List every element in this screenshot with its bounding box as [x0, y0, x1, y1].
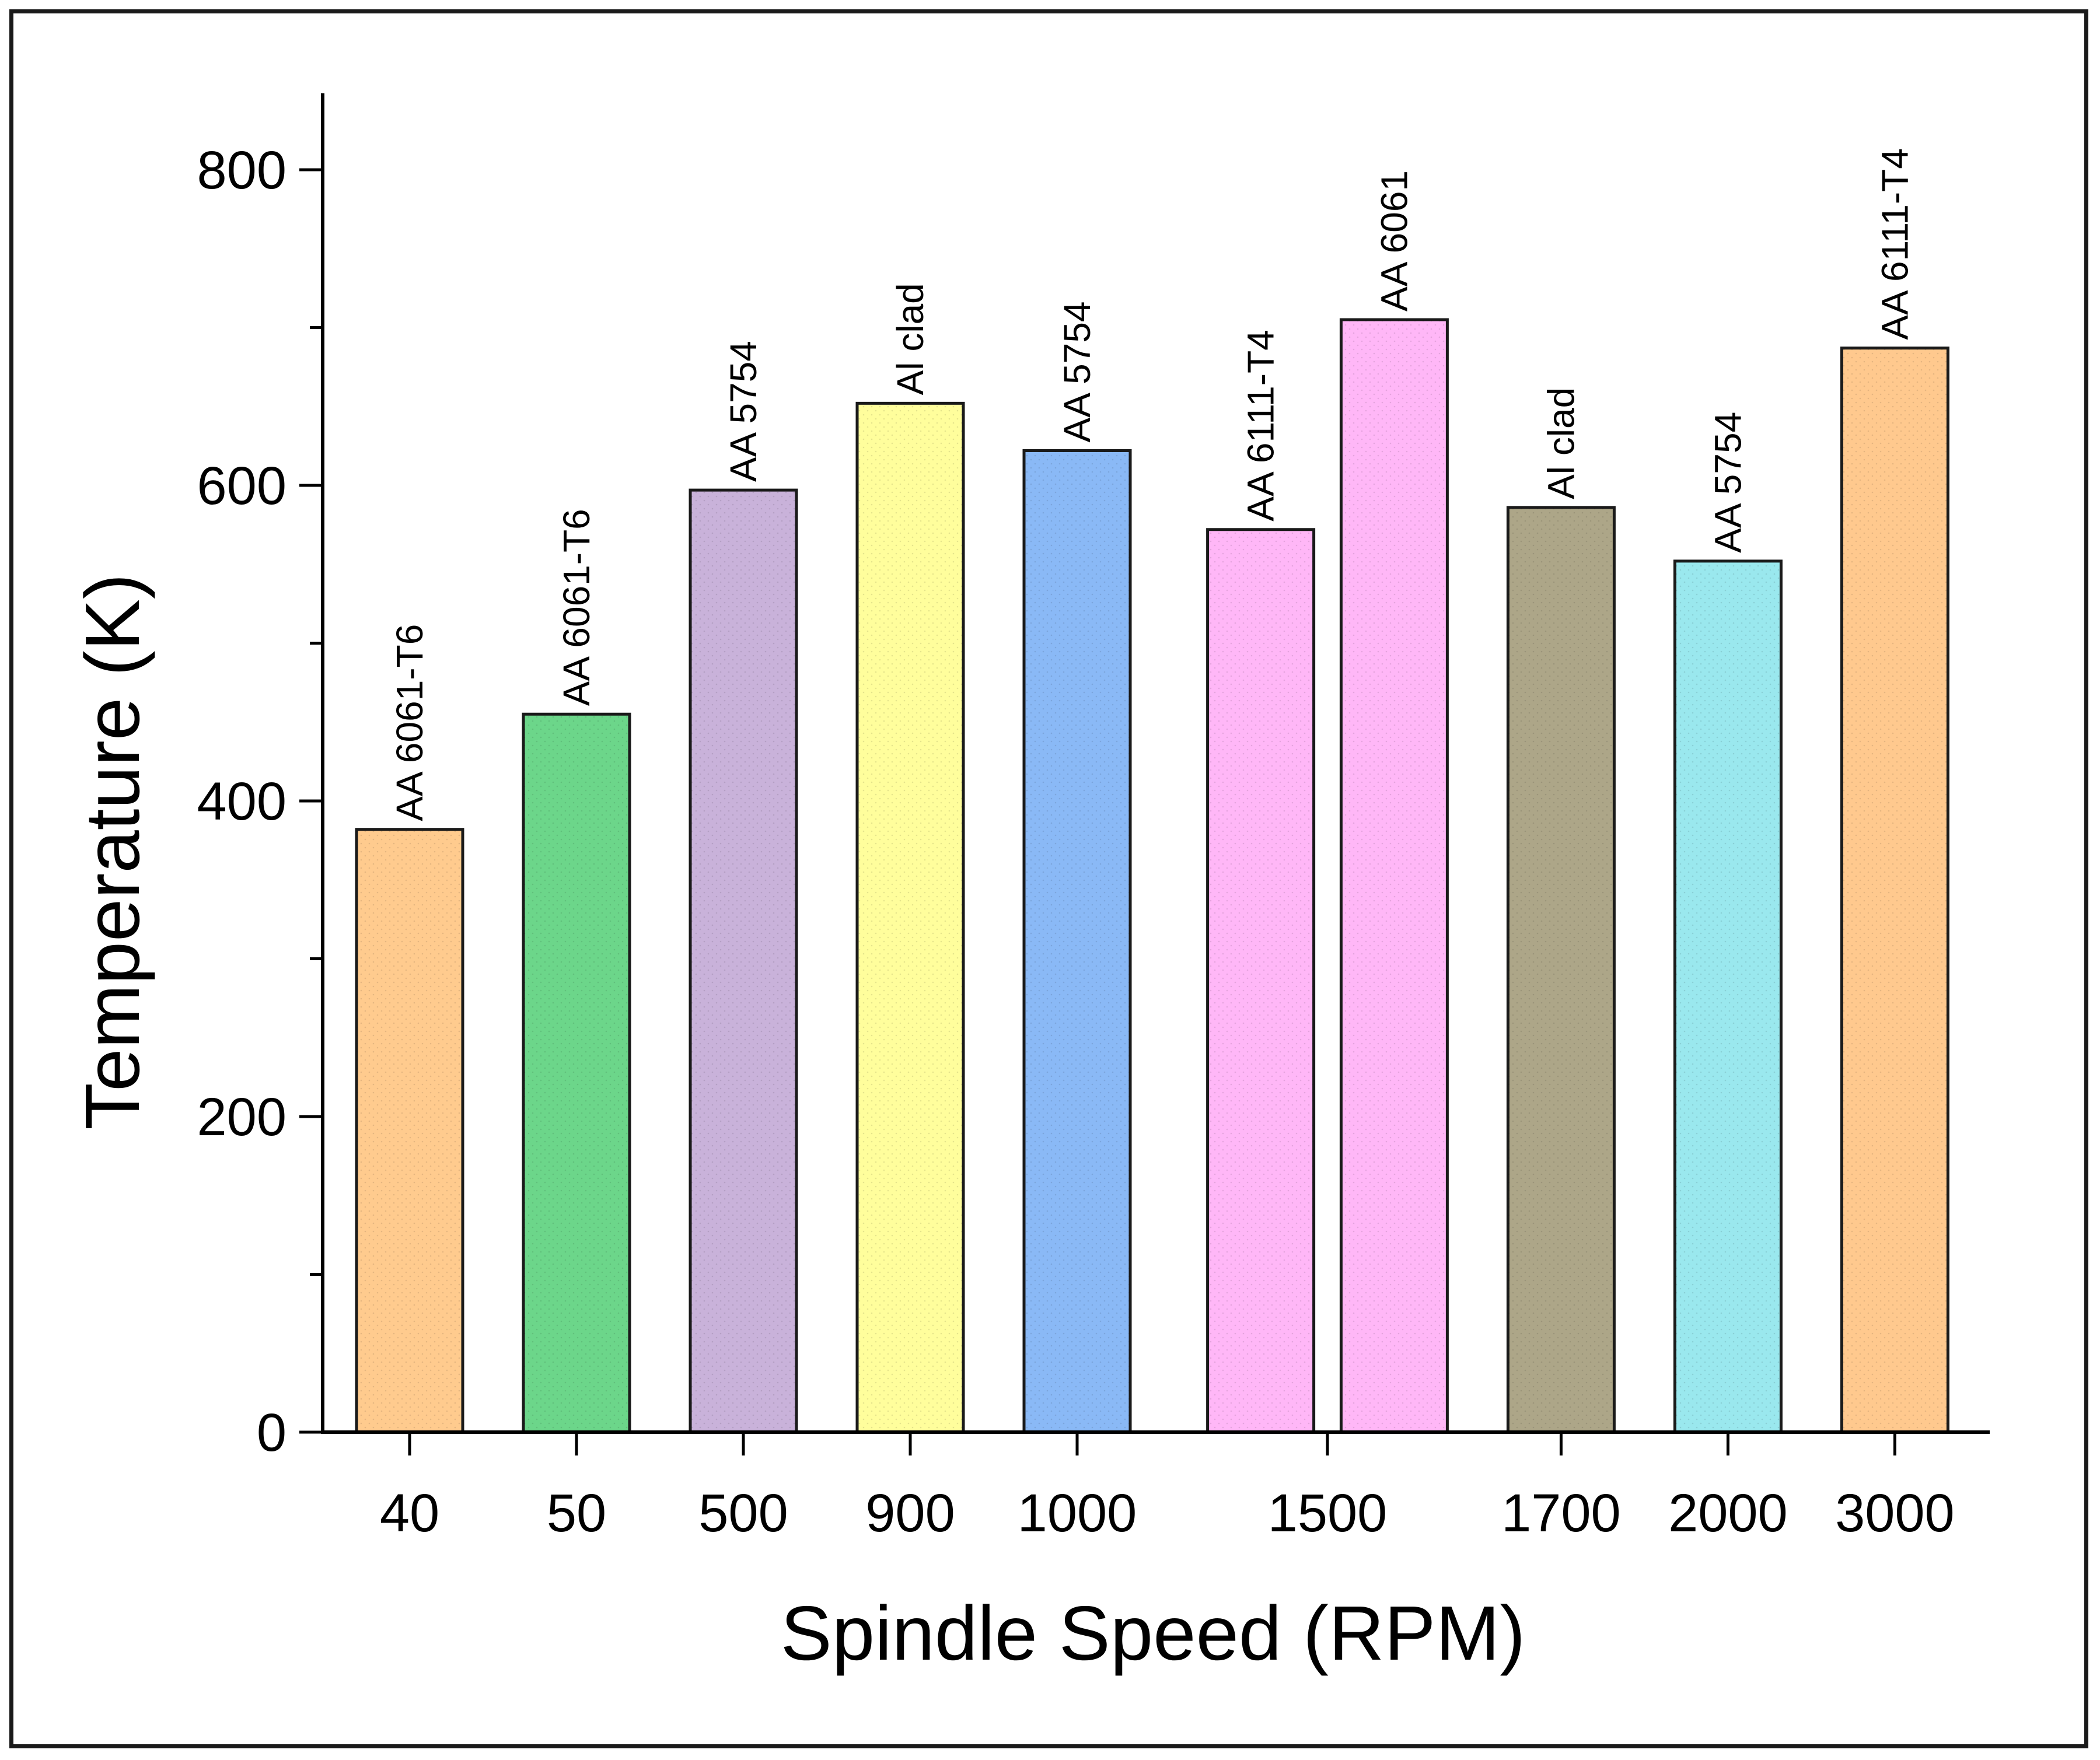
bar-texture: [1675, 561, 1781, 1432]
x-tick-label: 1500: [1268, 1483, 1388, 1543]
bar-label: AA 6061-T6: [389, 624, 431, 821]
bars-layer: AA 6061-T6 AA 6061-T6 AA 5754 Al clad AA 575…: [355, 148, 1949, 1434]
bar-texture: [1207, 529, 1314, 1432]
axes-layer: 0 200 400 600 800 40 50 500 900 1000 1500 1700 2000 3…: [197, 93, 1990, 1543]
bar-label: Al clad: [1540, 387, 1582, 499]
x-tick-label: 900: [865, 1483, 955, 1543]
bar-texture: [1024, 450, 1130, 1432]
bar-label: Al clad: [889, 283, 931, 395]
x-tick-label: 1700: [1501, 1483, 1621, 1543]
bar-label: AA 5754: [1056, 301, 1098, 442]
figure-frame: [9, 9, 2088, 1748]
x-tick-label: 1000: [1018, 1483, 1137, 1543]
x-tick-label: 500: [698, 1483, 788, 1543]
bar-texture: [1508, 507, 1615, 1432]
bar-texture: [1842, 348, 1948, 1432]
y-tick-label: 0: [257, 1403, 286, 1462]
y-tick-label: 600: [197, 456, 287, 516]
bar-texture: [523, 714, 630, 1432]
bar-label: AA 5754: [722, 341, 764, 482]
x-tick-label: 50: [547, 1483, 606, 1543]
bar-texture: [690, 490, 796, 1432]
bar-texture: [1341, 319, 1448, 1432]
bar-label: AA 6061-T6: [555, 509, 597, 706]
x-tick-label: 2000: [1668, 1483, 1788, 1543]
bar-texture: [357, 829, 463, 1432]
y-tick-label: 800: [197, 141, 287, 200]
bar-label: AA 6111-T4: [1240, 330, 1282, 522]
bar-label: AA 6111-T4: [1874, 148, 1916, 340]
y-tick-label: 200: [197, 1087, 287, 1147]
y-tick-label: 400: [197, 772, 287, 831]
bar-label: AA 5754: [1707, 412, 1749, 553]
x-tick-label: 40: [380, 1483, 439, 1543]
x-tick-label: 3000: [1835, 1483, 1955, 1543]
y-axis-title: Temperature (K): [69, 573, 155, 1130]
bar-label: AA 6061: [1373, 170, 1415, 312]
x-axis-title: Spindle Speed (RPM): [781, 1590, 1526, 1676]
bar-texture: [857, 403, 963, 1432]
